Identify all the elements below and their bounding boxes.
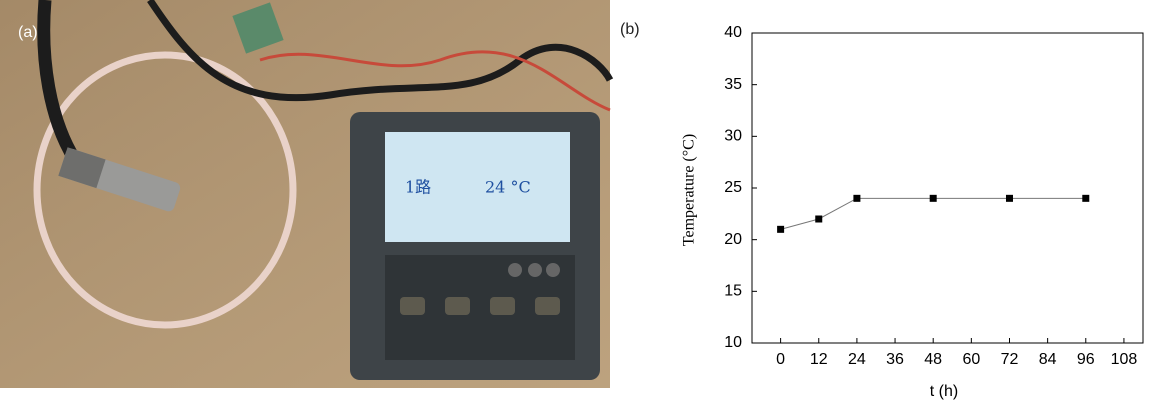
button [535,297,560,315]
x-tick-label: 108 [1111,351,1138,368]
y-tick-label: 20 [724,231,742,248]
probe [58,147,181,212]
y-tick-label: 15 [724,283,742,300]
panel-label: (b) [620,21,640,38]
button [528,263,542,277]
data-point [1082,194,1090,202]
x-axis-title: t (h) [930,383,958,400]
photo: 1路 24 °C (a) [0,0,614,388]
x-tick-label: 60 [962,351,980,368]
button [508,263,522,277]
screen-channel: 1路 [405,178,431,197]
x-tick-label: 24 [848,351,866,368]
x-tick-label: 72 [1001,351,1019,368]
button [445,297,470,315]
x-tick-label: 0 [776,351,785,368]
x-tick-label: 96 [1077,351,1095,368]
controller-screen [385,132,570,242]
x-tick-label: 12 [810,351,828,368]
y-tick-label: 25 [724,179,742,196]
data-point [1005,194,1013,202]
data-point [929,194,937,202]
x-tick-label: 36 [886,351,904,368]
plot-frame [751,32,1144,344]
data-point [777,225,785,233]
sensor-board [232,2,284,54]
x-tick-label: 84 [1039,351,1057,368]
button [400,297,425,315]
cable [147,0,614,102]
y-tick-label: 10 [724,334,742,351]
wire [259,50,611,112]
data-point [853,194,861,202]
data-point [815,215,823,223]
button [546,263,560,277]
y-axis-title: Temperature (°C) [681,134,698,246]
button [490,297,515,315]
y-tick-label: 30 [724,128,742,145]
screen-reading: 24 °C [485,178,531,197]
y-tick-label: 35 [724,76,742,93]
probe-cable [37,0,81,164]
coil-ring [33,51,297,329]
x-tick-label: 48 [924,351,942,368]
panel-label: (a) [18,24,38,41]
series-line [780,197,1086,230]
y-tick-label: 40 [724,24,742,41]
